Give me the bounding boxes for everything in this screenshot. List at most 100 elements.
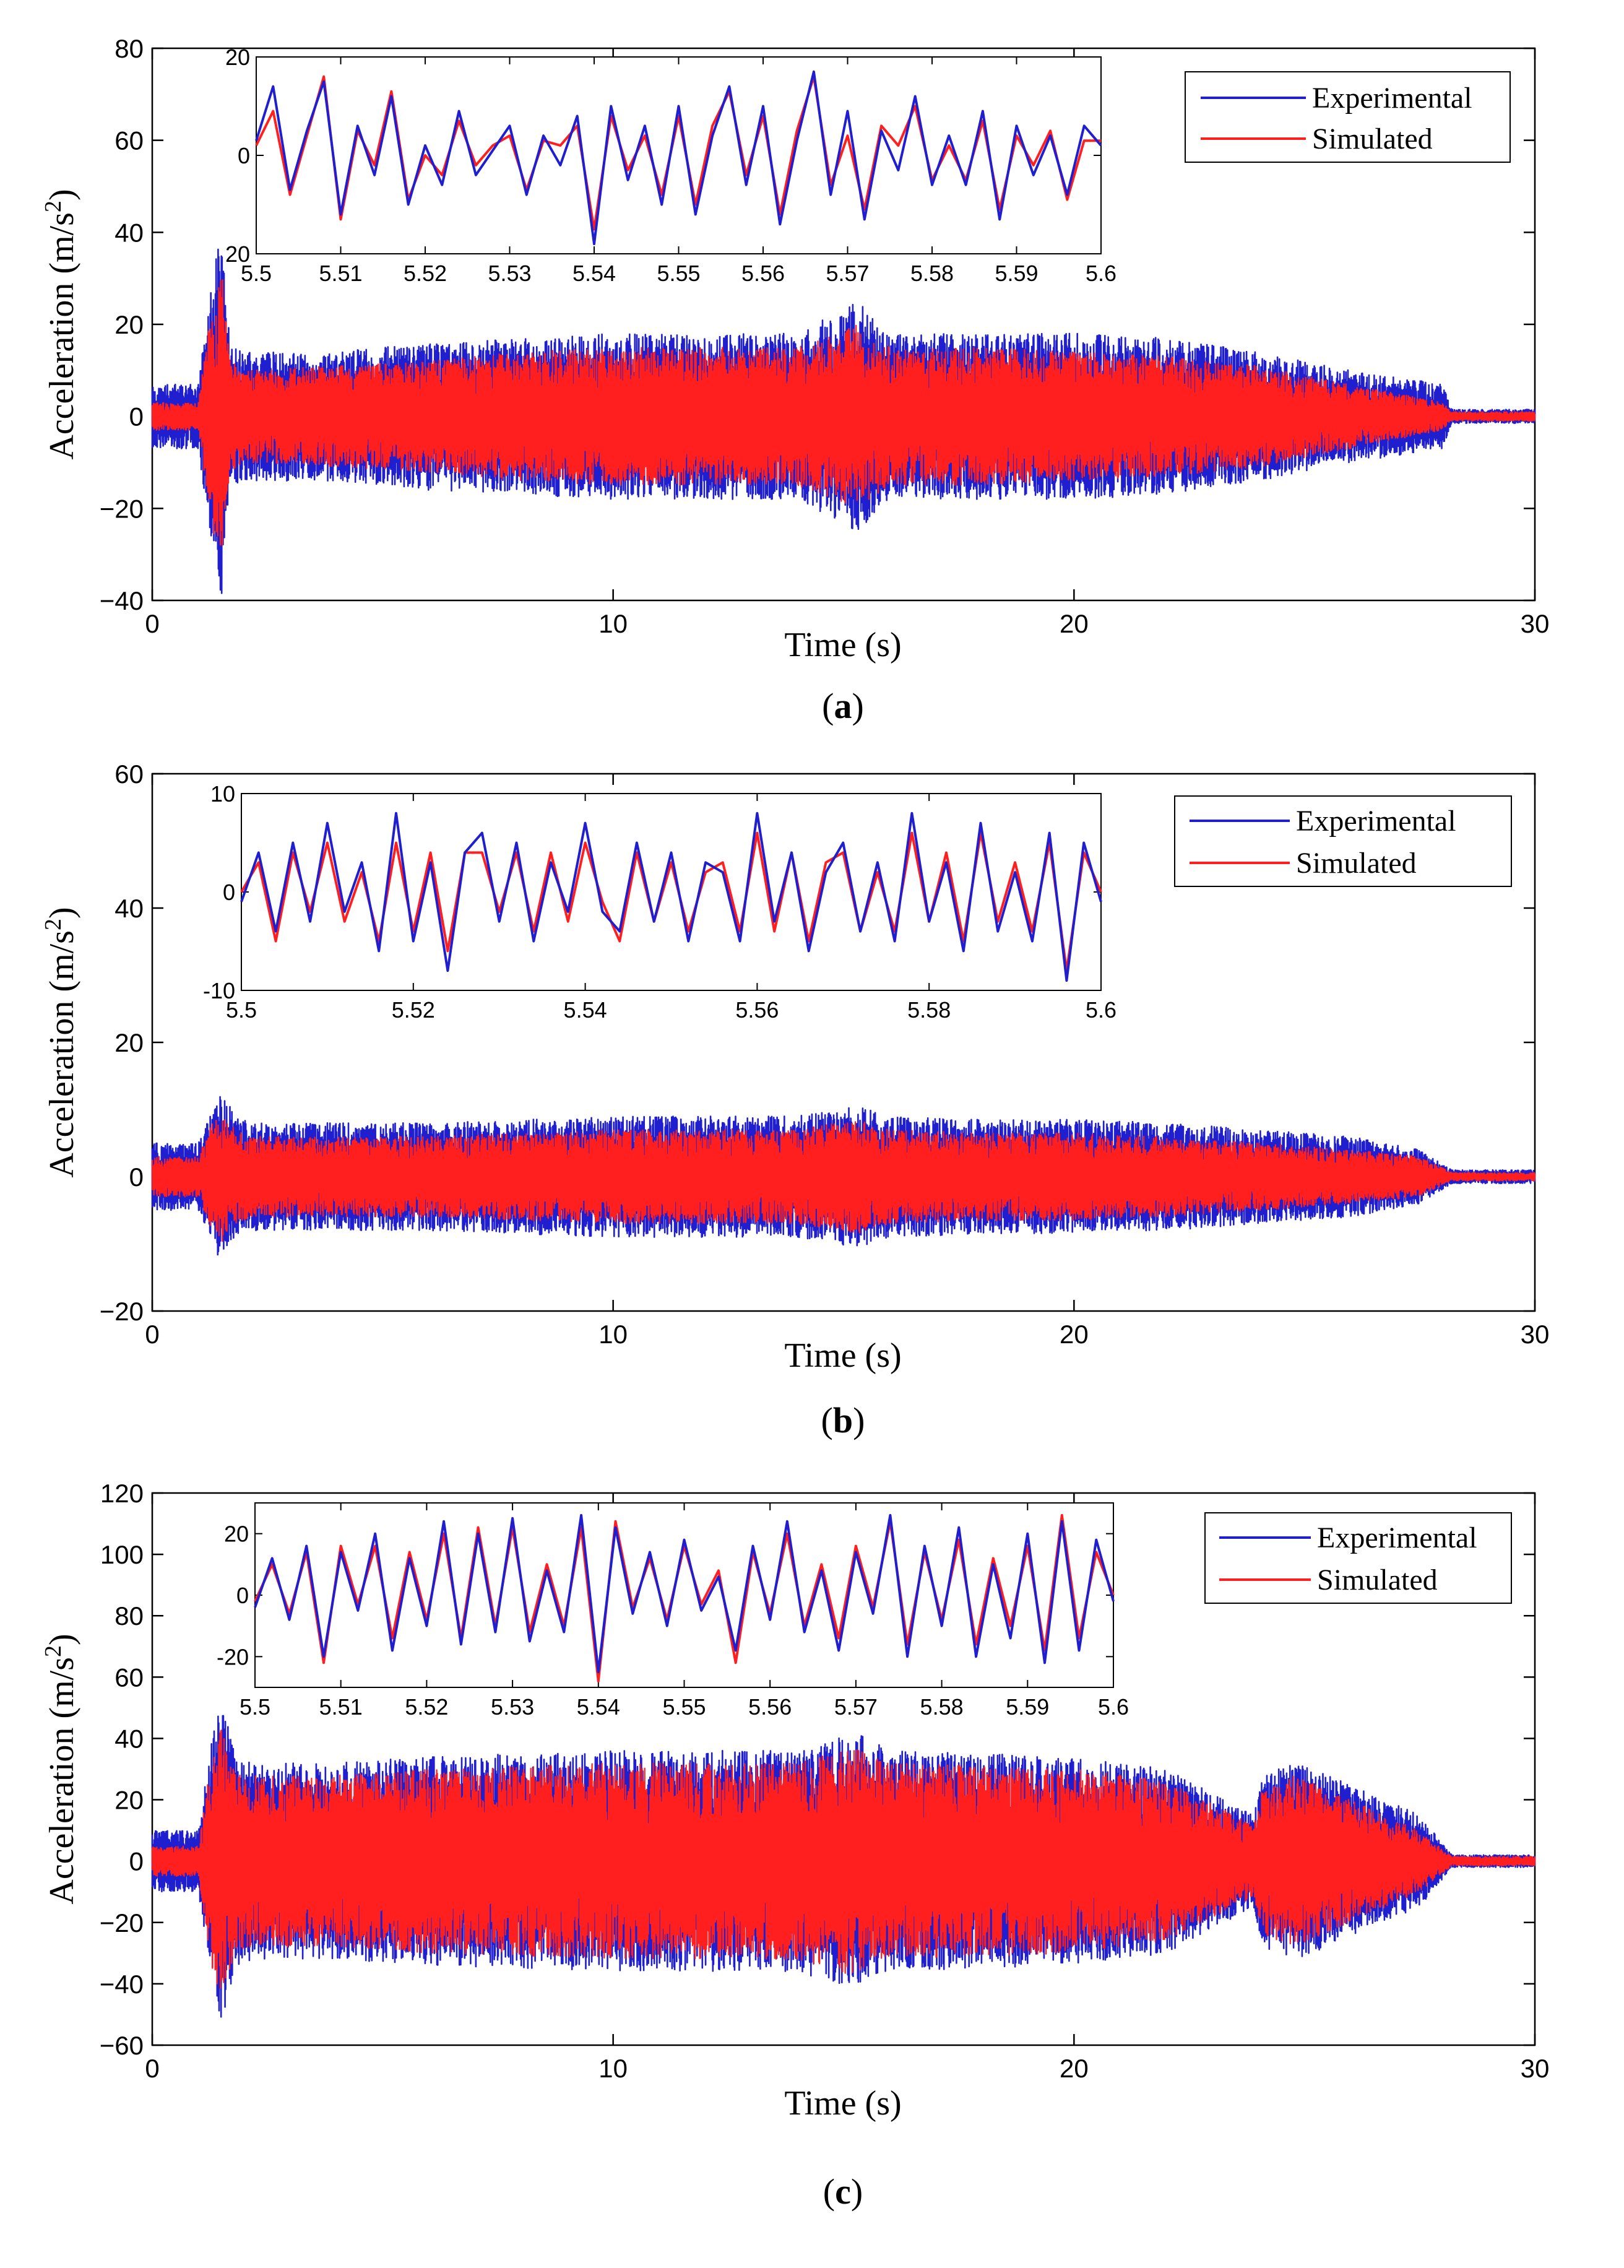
y-tick-label: 40 — [114, 894, 144, 923]
inset-x-tick-label: 5.6 — [1086, 261, 1116, 286]
inset-experimental-line — [240, 812, 1102, 982]
x-ticks: 0 10 20 30 — [145, 774, 1549, 1349]
y-tick-label: 80 — [114, 34, 144, 63]
legend-label-simulated: Simulated — [1317, 1564, 1438, 1596]
inset-x-tick-label: 5.52 — [405, 1694, 448, 1720]
legend-label-experimental: Experimental — [1312, 82, 1472, 115]
legend-label-simulated: Simulated — [1312, 123, 1433, 155]
legend-label-experimental: Experimental — [1296, 805, 1456, 838]
inset-y-tick-label: 0 — [236, 1583, 249, 1608]
x-tick-label: 0 — [145, 2054, 159, 2083]
panel-a: −40 −20 0 20 40 60 80 0 10 20 30 Acceleration (m/… — [40, 34, 1549, 726]
y-ticks: −40 −20 0 20 40 60 80 — [100, 34, 1535, 615]
inset-x-tick-label: 5.58 — [910, 261, 954, 286]
inset-x-tick-label: 5.53 — [488, 261, 531, 286]
legend: Experimental Simulated — [1204, 1512, 1512, 1604]
main-axes-frame — [151, 1492, 1536, 2046]
x-tick-label: 20 — [1060, 609, 1089, 638]
y-tick-label: 60 — [114, 1663, 144, 1692]
inset-x-tick-label: 5.6 — [1098, 1694, 1129, 1720]
x-tick-label: 30 — [1521, 609, 1550, 638]
y-axis-label: Acceleration (m/s2) — [40, 189, 81, 459]
x-axis-label: Time (s) — [784, 626, 901, 664]
legend: Experimental Simulated — [1185, 71, 1511, 163]
inset-x-tick-label: 5.56 — [741, 261, 785, 286]
signal-traces — [151, 1096, 1536, 1256]
inset-y-tick-label: 20 — [224, 1521, 249, 1547]
inset-y-tick-label: 10 — [210, 781, 235, 807]
y-tick-label: 120 — [100, 1479, 144, 1508]
inset-y-tick-label: 0 — [223, 880, 235, 905]
x-tick-label: 10 — [598, 1320, 628, 1349]
inset-x-tick-label: 5.58 — [907, 997, 951, 1023]
legend-box — [1174, 795, 1512, 887]
x-tick-label: 20 — [1060, 2054, 1089, 2083]
inset-y-ticks: -20 0 20 — [217, 1521, 1113, 1669]
inset-x-tick-label: 5.59 — [1006, 1694, 1049, 1720]
y-tick-label: 60 — [114, 760, 144, 789]
inset-x-tick-label: 5.5 — [240, 1694, 270, 1720]
y-axis-label: Acceleration (m/s2) — [40, 907, 81, 1177]
y-tick-label: −20 — [100, 1908, 144, 1937]
simulated-series-line — [151, 1119, 1536, 1242]
simulated-series-line — [151, 279, 1536, 546]
inset-x-tick-label: 5.57 — [826, 261, 869, 286]
inset-x-tick-label: 5.52 — [392, 997, 435, 1023]
x-tick-label: 30 — [1521, 1320, 1550, 1349]
legend-label-experimental: Experimental — [1317, 1521, 1477, 1554]
y-tick-label: 20 — [114, 1786, 144, 1815]
inset-y-tick-label: 20 — [225, 241, 250, 267]
x-tick-label: 20 — [1060, 1320, 1089, 1349]
y-axis-label: Acceleration (m/s2) — [40, 1634, 81, 1904]
panel-caption: (b) — [821, 1400, 865, 1440]
inset-x-tick-label: 5.51 — [319, 1694, 363, 1720]
x-tick-label: 0 — [145, 609, 159, 638]
legend-box — [1185, 71, 1511, 163]
inset-background — [249, 1503, 1113, 1687]
inset-x-tick-label: 5.52 — [404, 261, 447, 286]
x-tick-label: 10 — [598, 609, 628, 638]
inset-traces — [255, 70, 1102, 246]
inset-x-tick-label: 5.5 — [241, 261, 272, 286]
y-tick-label: 40 — [114, 218, 144, 247]
inset-background — [250, 57, 1101, 254]
y-tick-label: 40 — [114, 1724, 144, 1753]
y-ticks: −20 0 20 40 60 — [100, 760, 1535, 1326]
inset-x-tick-label: 5.54 — [572, 261, 616, 286]
inset-traces — [240, 812, 1102, 982]
inset-x-ticks: 5.5 5.52 5.54 5.56 5.58 5.6 — [226, 794, 1116, 1023]
legend-box — [1204, 1512, 1512, 1604]
y-tick-label: 0 — [129, 1847, 144, 1876]
inset-x-tick-label: 5.51 — [319, 261, 362, 286]
inset-x-tick-label: 5.54 — [564, 997, 607, 1023]
x-ticks: 0 10 20 30 — [145, 48, 1549, 638]
inset-y-ticks: -10 0 10 — [203, 781, 1101, 1003]
panel-caption: (a) — [822, 686, 864, 726]
inset-x-tick-label: 5.59 — [995, 261, 1038, 286]
inset-background — [235, 794, 1101, 990]
inset-y-tick-label: -10 — [203, 978, 235, 1003]
inset-y-ticks: 20 0 20 — [225, 45, 1101, 267]
inset-x-tick-label: 5.58 — [920, 1694, 964, 1720]
inset-x-tick-label: 5.53 — [491, 1694, 534, 1720]
inset-x-ticks: 5.5 5.51 5.52 5.53 5.54 5.55 5.56 5.57 5.58 5.59 5… — [241, 57, 1116, 286]
inset-traces — [254, 1513, 1115, 1683]
y-tick-label: −60 — [100, 2031, 144, 2060]
inset-y-tick-label: 0 — [238, 143, 250, 168]
y-tick-label: 0 — [129, 1162, 144, 1192]
y-tick-label: −40 — [100, 586, 144, 615]
panel-caption: (c) — [823, 2171, 863, 2212]
y-tick-label: −40 — [100, 1970, 144, 1999]
y-tick-label: 60 — [114, 126, 144, 155]
y-tick-label: 20 — [114, 1028, 144, 1057]
inset-x-tick-label: 5.6 — [1086, 997, 1116, 1023]
y-tick-label: 80 — [114, 1601, 144, 1630]
legend-label-simulated: Simulated — [1296, 847, 1417, 880]
inset-x-tick-label: 5.56 — [748, 1694, 792, 1720]
inset-experimental-line — [254, 1513, 1115, 1674]
panel-c: −60 −40 −20 0 20 40 60 80 100 120 0 10 20 30 Acceler… — [40, 1479, 1549, 2212]
y-ticks: −60 −40 −20 0 20 40 60 80 100 120 — [100, 1479, 1535, 2060]
inset-x-tick-label: 5.56 — [735, 997, 779, 1023]
inset-y-tick-label: 20 — [225, 45, 250, 70]
